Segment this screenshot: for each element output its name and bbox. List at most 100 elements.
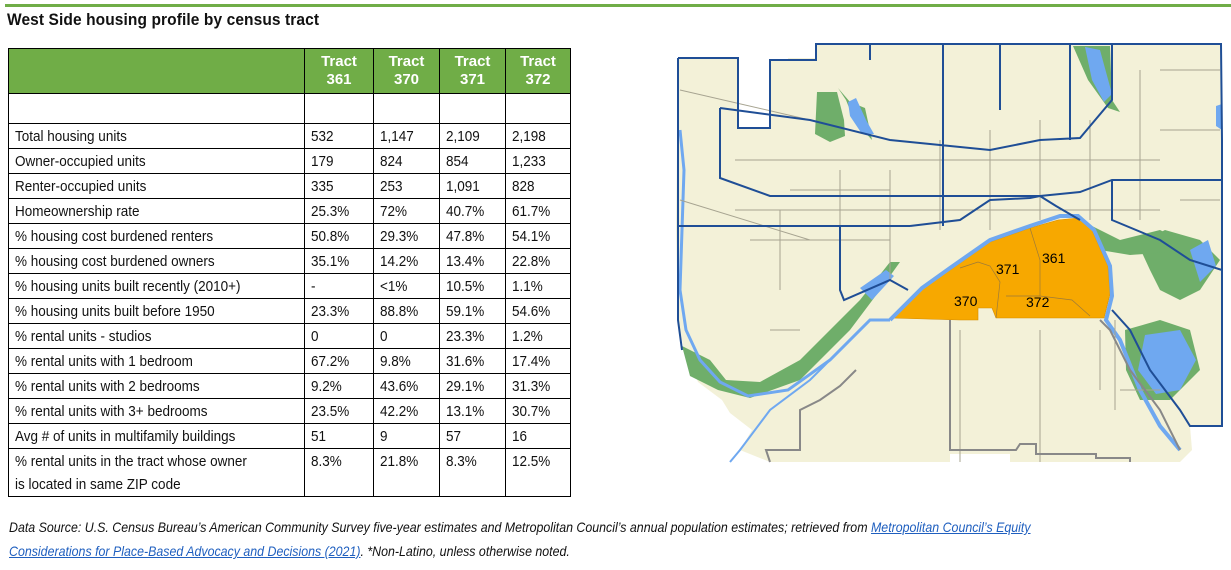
tract-label-372: 372 (1026, 294, 1050, 310)
neighborhood-boundaries (677, 43, 1223, 427)
column-header-tract-370: Tract 370 (373, 48, 440, 94)
cell-value: 57 (439, 423, 506, 449)
cell-value: 59.1% (439, 298, 506, 324)
cell-value: 0 (304, 323, 374, 349)
tract-divider-lines (959, 227, 1091, 319)
cell-value: 30.7% (505, 398, 571, 424)
cell-value: 23.3% (439, 323, 506, 349)
cell-value: 88.8% (373, 298, 440, 324)
row-label: Total housing units (8, 123, 305, 149)
cell-value: 532 (304, 123, 374, 149)
row-label: % housing cost burdened owners (8, 248, 305, 274)
lake (848, 98, 874, 134)
tract-label-371: 371 (996, 261, 1020, 277)
table-row: % rental units in the tract whose owner i… (8, 448, 571, 497)
cell-value: 9 (373, 423, 440, 449)
cell-value: 2,109 (439, 123, 506, 149)
table-row: % housing units built recently (2010+) - <… (8, 273, 571, 299)
cell-value: 1,147 (373, 123, 440, 149)
cell-value: 21.8% (373, 448, 440, 497)
cell-value: - (304, 273, 374, 299)
table-row: Homeownership rate 25.3% 72% 40.7% 61.7% (8, 198, 571, 224)
row-label: Renter-occupied units (8, 173, 305, 199)
equity-considerations-link-cont[interactable]: Considerations for Place-Based Advocacy … (9, 543, 361, 559)
table-row: Avg # of units in multifamily buildings 5… (8, 423, 571, 449)
cell-value: 51 (304, 423, 374, 449)
empty-row (8, 93, 571, 124)
cell-value: 1.2% (505, 323, 571, 349)
row-label: % rental units - studios (8, 323, 305, 349)
county-boundary (764, 319, 1181, 463)
cell-value: 10.5% (439, 273, 506, 299)
table-row: % rental units with 2 bedrooms 9.2% 43.6% 2… (8, 373, 571, 399)
header-blank-cell (8, 48, 305, 94)
cell-value: <1% (373, 273, 440, 299)
river (729, 319, 871, 463)
cell-value: 29.1% (439, 373, 506, 399)
table-row: % housing cost burdened renters 50.8% 29.3… (8, 223, 571, 249)
cell-value: 67.2% (304, 348, 374, 374)
cell-value: 31.3% (505, 373, 571, 399)
cell-value: 1,233 (505, 148, 571, 174)
cell-value: 54.6% (505, 298, 571, 324)
table-row: Owner-occupied units 179 824 854 1,233 (8, 148, 571, 174)
cell-value: 25.3% (304, 198, 374, 224)
top-rule (5, 4, 1231, 7)
cell-value: 335 (304, 173, 374, 199)
cell-value: 42.2% (373, 398, 440, 424)
housing-profile-table: Tract 361 Tract 370 Tract 371 Tract 372 Tota… (8, 48, 571, 497)
cell-value: 23.5% (304, 398, 374, 424)
cell-value: 54.1% (505, 223, 571, 249)
page-title: West Side housing profile by census trac… (7, 11, 320, 29)
table-row: % rental units with 1 bedroom 67.2% 9.8% 31… (8, 348, 571, 374)
lake (1085, 47, 1112, 102)
cell-value: 13.4% (439, 248, 506, 274)
west-side-map: 361 370 371 372 (676, 43, 1223, 463)
table-row: Renter-occupied units 335 253 1,091 828 (8, 173, 571, 199)
table-row: % rental units - studios 0 0 23.3% 1.2% (8, 323, 571, 349)
cell-value: 824 (373, 148, 440, 174)
lake (1216, 104, 1222, 130)
row-label: % rental units with 2 bedrooms (8, 373, 305, 399)
row-label: % housing units built recently (2010+) (8, 273, 305, 299)
cell-value: 61.7% (505, 198, 571, 224)
equity-considerations-link[interactable]: Metropolitan Council’s Equity (870, 519, 1031, 535)
column-header-tract-371: Tract 371 (439, 48, 506, 94)
cell-value: 40.7% (439, 198, 506, 224)
cell-value: 23.3% (304, 298, 374, 324)
cell-value: 47.8% (439, 223, 506, 249)
column-header-tract-361: Tract 361 (304, 48, 374, 94)
cell-value: 8.3% (439, 448, 506, 497)
lake (1138, 330, 1196, 394)
tract-label-361: 361 (1042, 250, 1066, 266)
cell-value: 43.6% (373, 373, 440, 399)
cell-value: 16 (505, 423, 571, 449)
cell-value: 9.2% (304, 373, 374, 399)
row-label: % rental units in the tract whose owner i… (8, 448, 305, 497)
data-source-note: Data Source: U.S. Census Bureau’s Americ… (9, 519, 1031, 559)
row-label: % housing units built before 1950 (8, 298, 305, 324)
table-header-row: Tract 361 Tract 370 Tract 371 Tract 372 (8, 48, 571, 94)
cell-value: 8.3% (304, 448, 374, 497)
cell-value: 50.8% (304, 223, 374, 249)
cell-value: 854 (439, 148, 506, 174)
park-area (682, 262, 900, 398)
cell-value: 17.4% (505, 348, 571, 374)
tract-lines (679, 69, 1220, 462)
cell-value: 72% (373, 198, 440, 224)
cell-value: 1,091 (439, 173, 506, 199)
table-row: % housing cost burdened owners 35.1% 14.2%… (8, 248, 571, 274)
cell-value: 1.1% (505, 273, 571, 299)
table-row: % housing units built before 1950 23.3% 88… (8, 298, 571, 324)
cell-value: 13.1% (439, 398, 506, 424)
row-label: Homeownership rate (8, 198, 305, 224)
cell-value: 35.1% (304, 248, 374, 274)
tract-label-370: 370 (954, 293, 978, 309)
cell-value: 31.6% (439, 348, 506, 374)
row-label: % rental units with 3+ bedrooms (8, 398, 305, 424)
row-label: % rental units with 1 bedroom (8, 348, 305, 374)
column-header-tract-372: Tract 372 (505, 48, 571, 94)
cell-value: 29.3% (373, 223, 440, 249)
park-area (815, 88, 872, 142)
cell-value: 179 (304, 148, 374, 174)
